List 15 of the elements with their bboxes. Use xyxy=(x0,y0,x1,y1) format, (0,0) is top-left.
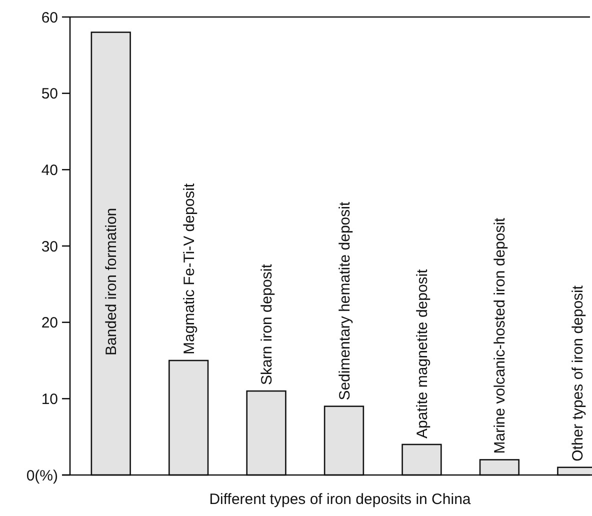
x-tick-label: Marine volcanic-hosted iron deposit xyxy=(492,216,509,454)
x-tick-label: Apatite magnetite deposit xyxy=(414,268,431,438)
y-tick-label: 0(%) xyxy=(26,467,58,484)
x-tick-label: Skarn iron deposit xyxy=(258,263,276,386)
y-tick-label: 50 xyxy=(41,86,58,103)
x-axis-title: Different types of iron deposits in China xyxy=(209,491,472,508)
x-tick-label: Other types of iron deposit xyxy=(569,284,586,462)
y-tick-label: 10 xyxy=(41,390,58,408)
y-tick-label: 60 xyxy=(41,9,58,26)
y-tick-label: 30 xyxy=(41,238,58,256)
y-tick-label: 40 xyxy=(41,162,58,179)
y-tick-label: 20 xyxy=(41,314,58,332)
x-tick-label: Banded iron formation xyxy=(103,208,120,356)
x-tick-label: Magmatic Fe-Ti-V deposit xyxy=(180,182,198,354)
x-tick-label: Sedimentary hematite deposit xyxy=(336,201,354,400)
